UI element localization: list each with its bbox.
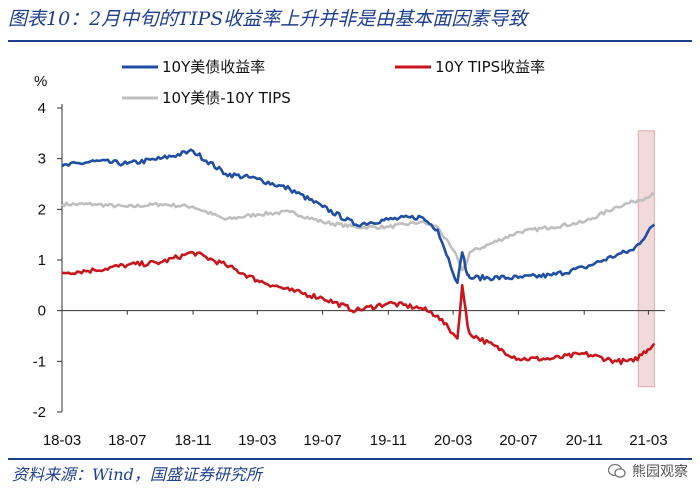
chart: 4 3 2 1 0 -1 -2% 18-03 18-07 18-11 19-03 19-07 19-11… xyxy=(33,58,668,449)
y-tick-label: 3 xyxy=(38,151,46,168)
x-tick-label: 20-07 xyxy=(499,432,537,449)
wechat-icon xyxy=(608,463,626,478)
series-line-spread xyxy=(61,192,655,272)
y-tick-label: -1 xyxy=(33,353,46,370)
watermark-text: 熊园观察 xyxy=(632,464,688,480)
source-note: 资料来源：Wind，国盛证券研究所 xyxy=(12,465,262,484)
x-tick-label: 20-03 xyxy=(434,432,472,449)
series-group xyxy=(61,148,656,366)
x-tick-label: 18-07 xyxy=(108,432,146,449)
x-tick-label: 19-11 xyxy=(370,432,407,449)
title-underline xyxy=(8,40,692,42)
y-tick-label: 0 xyxy=(38,303,46,320)
series-line-tips xyxy=(61,250,656,366)
chart-title: 图表10：2月中旬的TIPS收益率上升并非是由基本面因素导致 xyxy=(8,8,528,30)
y-tick-label: -2 xyxy=(33,404,46,421)
y-tick-label: 2 xyxy=(38,201,46,218)
series-line-nominal xyxy=(61,148,656,285)
y-axis-unit: % xyxy=(34,73,47,90)
x-tick-label: 18-03 xyxy=(43,432,81,449)
legend-label-tips: 10Y TIPS收益率 xyxy=(435,58,545,76)
x-tick-label: 20-11 xyxy=(566,432,603,449)
x-tick-label: 21-03 xyxy=(629,432,667,449)
x-tick-label: 19-07 xyxy=(303,432,341,449)
footer-rule xyxy=(8,458,692,460)
watermark: 熊园观察 xyxy=(608,461,688,481)
y-tick-label: 4 xyxy=(38,100,46,117)
axes: 4 3 2 1 0 -1 -2% 18-03 18-07 18-11 19-03 19-07 19-11… xyxy=(33,73,668,449)
legend-label-nominal: 10Y美债收益率 xyxy=(162,58,265,76)
x-tick-label: 18-11 xyxy=(174,432,211,449)
x-tick-label: 19-03 xyxy=(238,432,276,449)
y-tick-label: 1 xyxy=(38,252,46,269)
legend-label-spread: 10Y美债-10Y TIPS xyxy=(162,89,291,107)
legend: 10Y美债收益率 10Y TIPS收益率 10Y美债-10Y TIPS xyxy=(122,58,545,107)
